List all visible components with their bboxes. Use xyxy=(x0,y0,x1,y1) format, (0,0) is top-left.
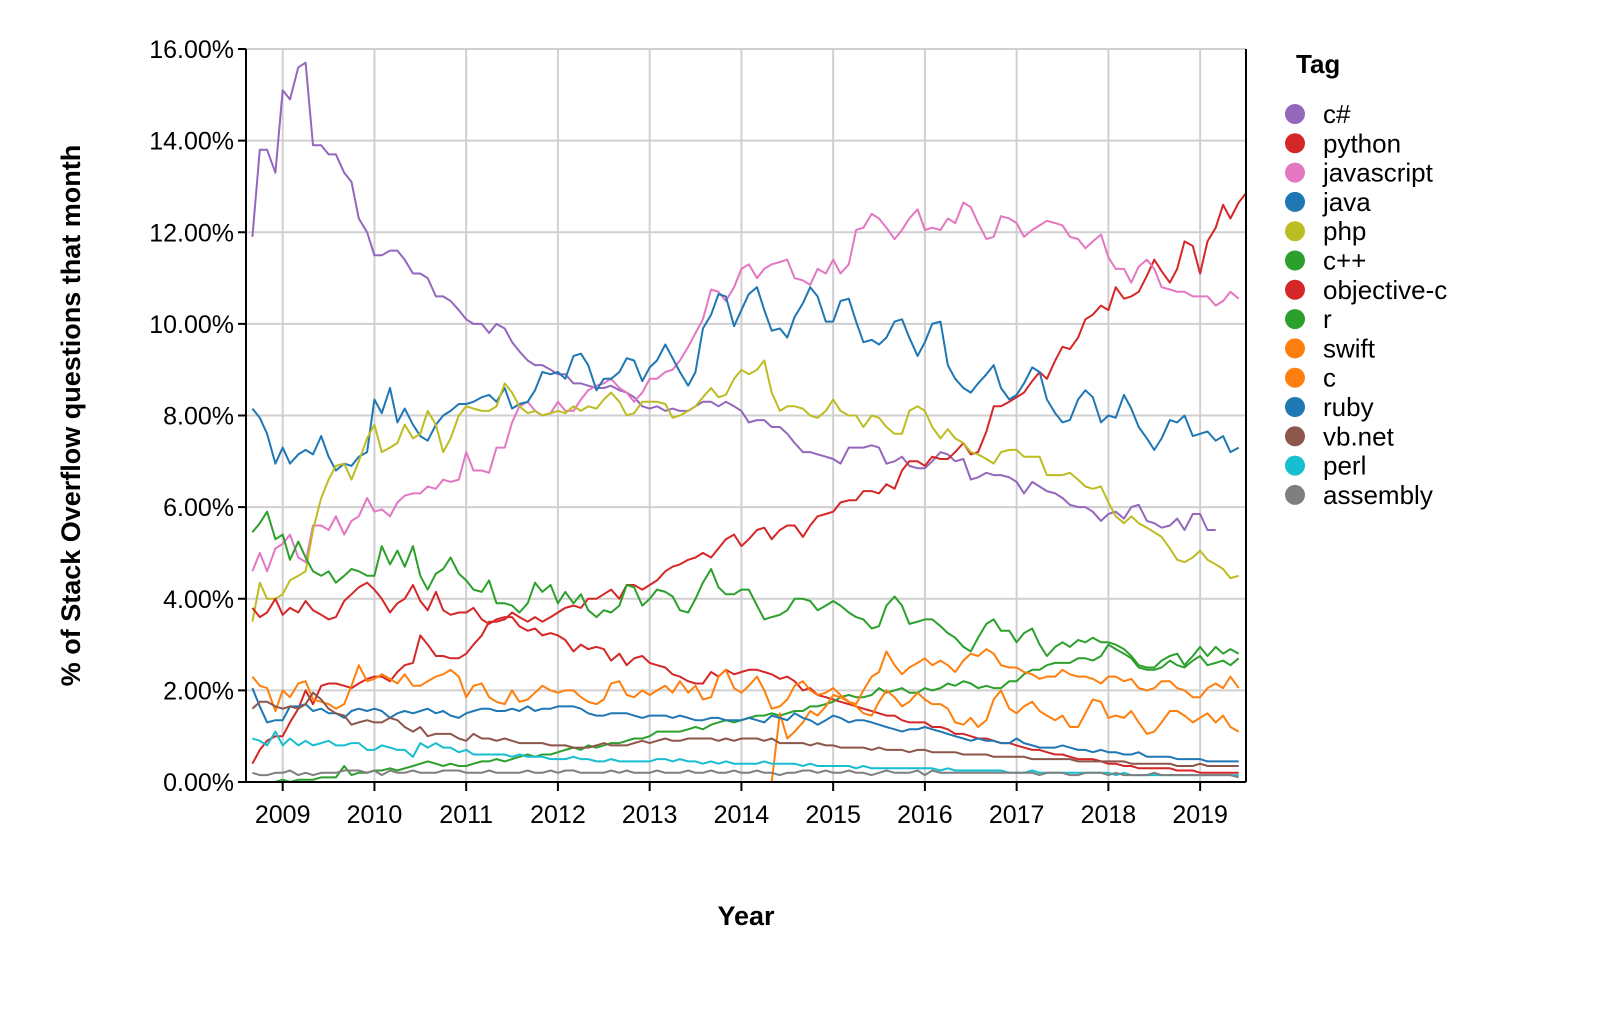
legend-label-javascript: javascript xyxy=(1322,158,1434,188)
series-line-assembly xyxy=(252,769,1239,779)
series-line-c# xyxy=(251,61,1216,531)
legend-label-c#: c# xyxy=(1323,99,1351,129)
y-tick-label: 4.00% xyxy=(163,586,234,614)
series-lines xyxy=(251,61,1247,783)
x-tick-label: 2016 xyxy=(897,801,953,829)
series-line-objective-c xyxy=(251,581,1239,774)
x-tick-label: 2014 xyxy=(714,801,770,829)
series-line-c++ xyxy=(251,510,1240,669)
legend-swatch-javascript xyxy=(1285,162,1305,183)
y-tick-label: 16.00% xyxy=(149,36,234,64)
series-line-php xyxy=(251,359,1239,622)
legend-swatch-java xyxy=(1285,191,1305,212)
x-tick-label: 2015 xyxy=(805,801,861,829)
series-line-javascript xyxy=(251,201,1240,573)
y-axis-title: % of Stack Overflow questions that month xyxy=(56,145,86,687)
legend-label-c++: c++ xyxy=(1323,246,1366,276)
legend-swatch-c++ xyxy=(1285,250,1305,271)
x-tick-label: 2017 xyxy=(989,801,1045,829)
legend-swatch-php xyxy=(1285,221,1305,242)
x-tick-label: 2012 xyxy=(530,801,586,829)
y-tick-label: 12.00% xyxy=(149,219,234,247)
y-tick-label: 8.00% xyxy=(163,403,234,431)
series-line-swift xyxy=(252,648,1240,783)
legend-label-c: c xyxy=(1323,363,1336,393)
x-tick-label: 2010 xyxy=(347,801,403,829)
legend-swatch-python xyxy=(1285,133,1305,154)
series-line-python xyxy=(251,192,1247,765)
x-tick-label: 2011 xyxy=(439,801,493,829)
legend-label-ruby: ruby xyxy=(1323,392,1374,422)
legend-swatch-assembly xyxy=(1285,484,1305,505)
x-axis-title: Year xyxy=(717,901,775,931)
x-tick-label: 2018 xyxy=(1081,801,1137,829)
legend-label-vb.net: vb.net xyxy=(1323,421,1395,451)
legend-swatch-swift xyxy=(1285,338,1305,359)
legend-label-java: java xyxy=(1322,187,1371,217)
legend-label-r: r xyxy=(1323,304,1332,334)
series-line-java xyxy=(251,286,1240,472)
axes: 0.00% 2.00% 4.00% 6.00% 8.00% 10.00% 12.00% 14.… xyxy=(149,36,1247,829)
y-tick-label: 10.00% xyxy=(149,311,234,339)
series-line-ruby xyxy=(251,687,1239,763)
legend-swatch-c xyxy=(1285,367,1305,388)
y-tick-label: 6.00% xyxy=(163,494,234,522)
legend-label-php: php xyxy=(1323,216,1366,246)
legend: Tag c#pythonjavascriptjavaphpc++objectiv… xyxy=(1285,49,1447,510)
x-tick-label: 2019 xyxy=(1172,801,1228,829)
legend-title: Tag xyxy=(1296,49,1340,79)
legend-swatch-c# xyxy=(1285,104,1305,124)
series-line-vb.net xyxy=(251,691,1239,767)
legend-swatch-vb.net xyxy=(1285,426,1305,447)
series-line-c xyxy=(251,664,1240,735)
legend-swatch-r xyxy=(1285,309,1305,330)
legend-label-objective-c: objective-c xyxy=(1323,275,1447,305)
legend-swatch-perl xyxy=(1285,455,1305,476)
legend-swatch-objective-c xyxy=(1285,279,1305,300)
legend-label-swift: swift xyxy=(1323,333,1376,363)
legend-swatch-ruby xyxy=(1285,397,1305,417)
legend-label-perl: perl xyxy=(1323,451,1366,481)
y-tick-label: 0.00% xyxy=(163,769,234,797)
x-tick-label: 2009 xyxy=(255,801,311,829)
series-line-perl xyxy=(252,730,1239,777)
y-tick-label: 14.00% xyxy=(149,128,234,156)
legend-label-python: python xyxy=(1323,128,1401,158)
y-tick-label: 2.00% xyxy=(163,677,234,705)
x-tick-label: 2013 xyxy=(622,801,678,829)
legend-label-assembly: assembly xyxy=(1323,480,1433,510)
